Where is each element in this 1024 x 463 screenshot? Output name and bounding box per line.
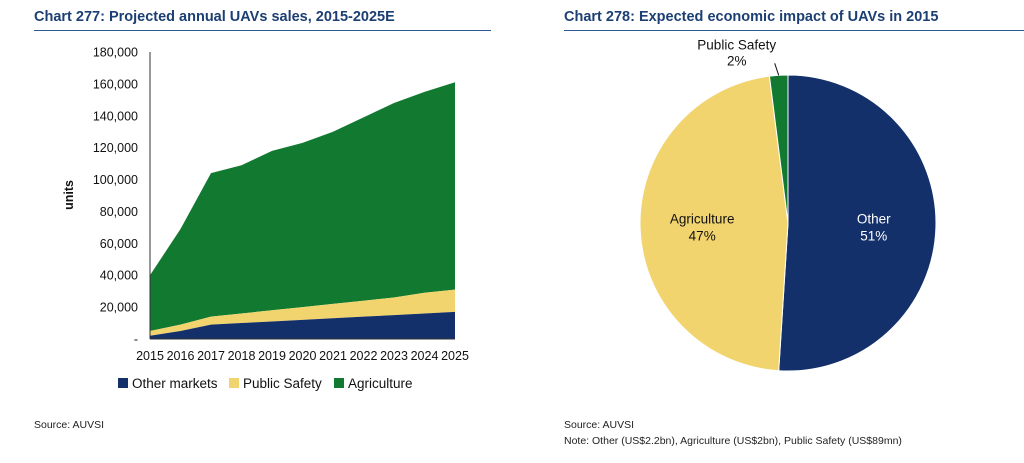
pie-value-public-safety: 2% <box>727 53 747 68</box>
pie-chart-panel: Chart 278: Expected economic impact of U… <box>556 0 1024 463</box>
pie-chart-source: Source: AUVSI <box>564 419 635 431</box>
area-chart-title: Chart 277: Projected annual UAVs sales, … <box>34 9 395 25</box>
chart-legend: Other markets Public Safety Agriculture <box>118 376 413 391</box>
area-chart-panel: Chart 277: Projected annual UAVs sales, … <box>0 0 500 463</box>
legend-swatch-other-markets <box>118 378 128 388</box>
y-tick-label: 160,000 <box>93 77 138 91</box>
area-chart-title-rule <box>34 30 491 31</box>
pie-chart-note: Note: Other (US$2.2bn), Agriculture (US$… <box>564 435 902 447</box>
leader-line-public-safety <box>774 63 780 76</box>
area-series-public-safety <box>150 289 455 336</box>
legend-label-other-markets: Other markets <box>132 376 218 391</box>
x-tick-label: 2019 <box>258 349 286 363</box>
area-layers <box>150 82 455 339</box>
y-axis-ticks: - 20,000 40,000 60,000 80,000 100,000 120,000 1… <box>93 46 138 347</box>
x-tick-label: 2015 <box>136 349 164 363</box>
area-series-other-markets <box>150 311 455 339</box>
pie-label-agriculture: Agriculture <box>670 212 735 227</box>
pie-slice-other <box>778 74 937 372</box>
x-tick-label: 2020 <box>289 349 317 363</box>
pie-label-other: Other <box>857 212 891 227</box>
pie-slices <box>639 74 937 372</box>
pie-value-agriculture: 47% <box>689 229 716 244</box>
y-tick-label: 140,000 <box>93 109 138 123</box>
pie-label-public-safety: Public Safety <box>697 37 776 52</box>
y-tick-label: 40,000 <box>100 269 138 283</box>
area-series-agriculture <box>150 82 455 332</box>
x-tick-label: 2021 <box>319 349 347 363</box>
pie-chart-title: Chart 278: Expected economic impact of U… <box>564 9 939 25</box>
pie-slice-agriculture <box>639 75 789 372</box>
pie-slice-public-safety <box>768 74 789 224</box>
legend-swatch-public-safety <box>229 378 239 388</box>
y-axis-label: units <box>62 180 76 210</box>
x-tick-label: 2024 <box>411 349 439 363</box>
area-chart: - 20,000 40,000 60,000 80,000 100,000 120,000 1… <box>62 46 469 392</box>
x-axis-ticks: 2015 2016 2017 2018 2019 2020 2021 2022 2023 2024… <box>136 349 469 363</box>
y-tick-label: - <box>134 333 138 347</box>
y-tick-label: 60,000 <box>100 237 138 251</box>
y-tick-label: 100,000 <box>93 173 138 187</box>
legend-label-public-safety: Public Safety <box>243 376 322 391</box>
area-chart-source: Source: AUVSI <box>34 419 105 431</box>
y-tick-label: 180,000 <box>93 46 138 60</box>
area-axes <box>149 52 455 340</box>
x-tick-label: 2018 <box>228 349 256 363</box>
x-tick-label: 2023 <box>380 349 408 363</box>
legend-label-agriculture: Agriculture <box>348 376 413 391</box>
x-tick-label: 2016 <box>167 349 195 363</box>
x-tick-label: 2025 <box>441 349 469 363</box>
pie-value-other: 51% <box>860 229 887 244</box>
y-tick-label: 80,000 <box>100 205 138 219</box>
x-tick-label: 2022 <box>350 349 378 363</box>
legend-swatch-agriculture <box>334 378 344 388</box>
pie-chart-title-rule <box>564 30 1024 31</box>
y-tick-label: 20,000 <box>100 301 138 315</box>
x-tick-label: 2017 <box>197 349 225 363</box>
y-tick-label: 120,000 <box>93 141 138 155</box>
